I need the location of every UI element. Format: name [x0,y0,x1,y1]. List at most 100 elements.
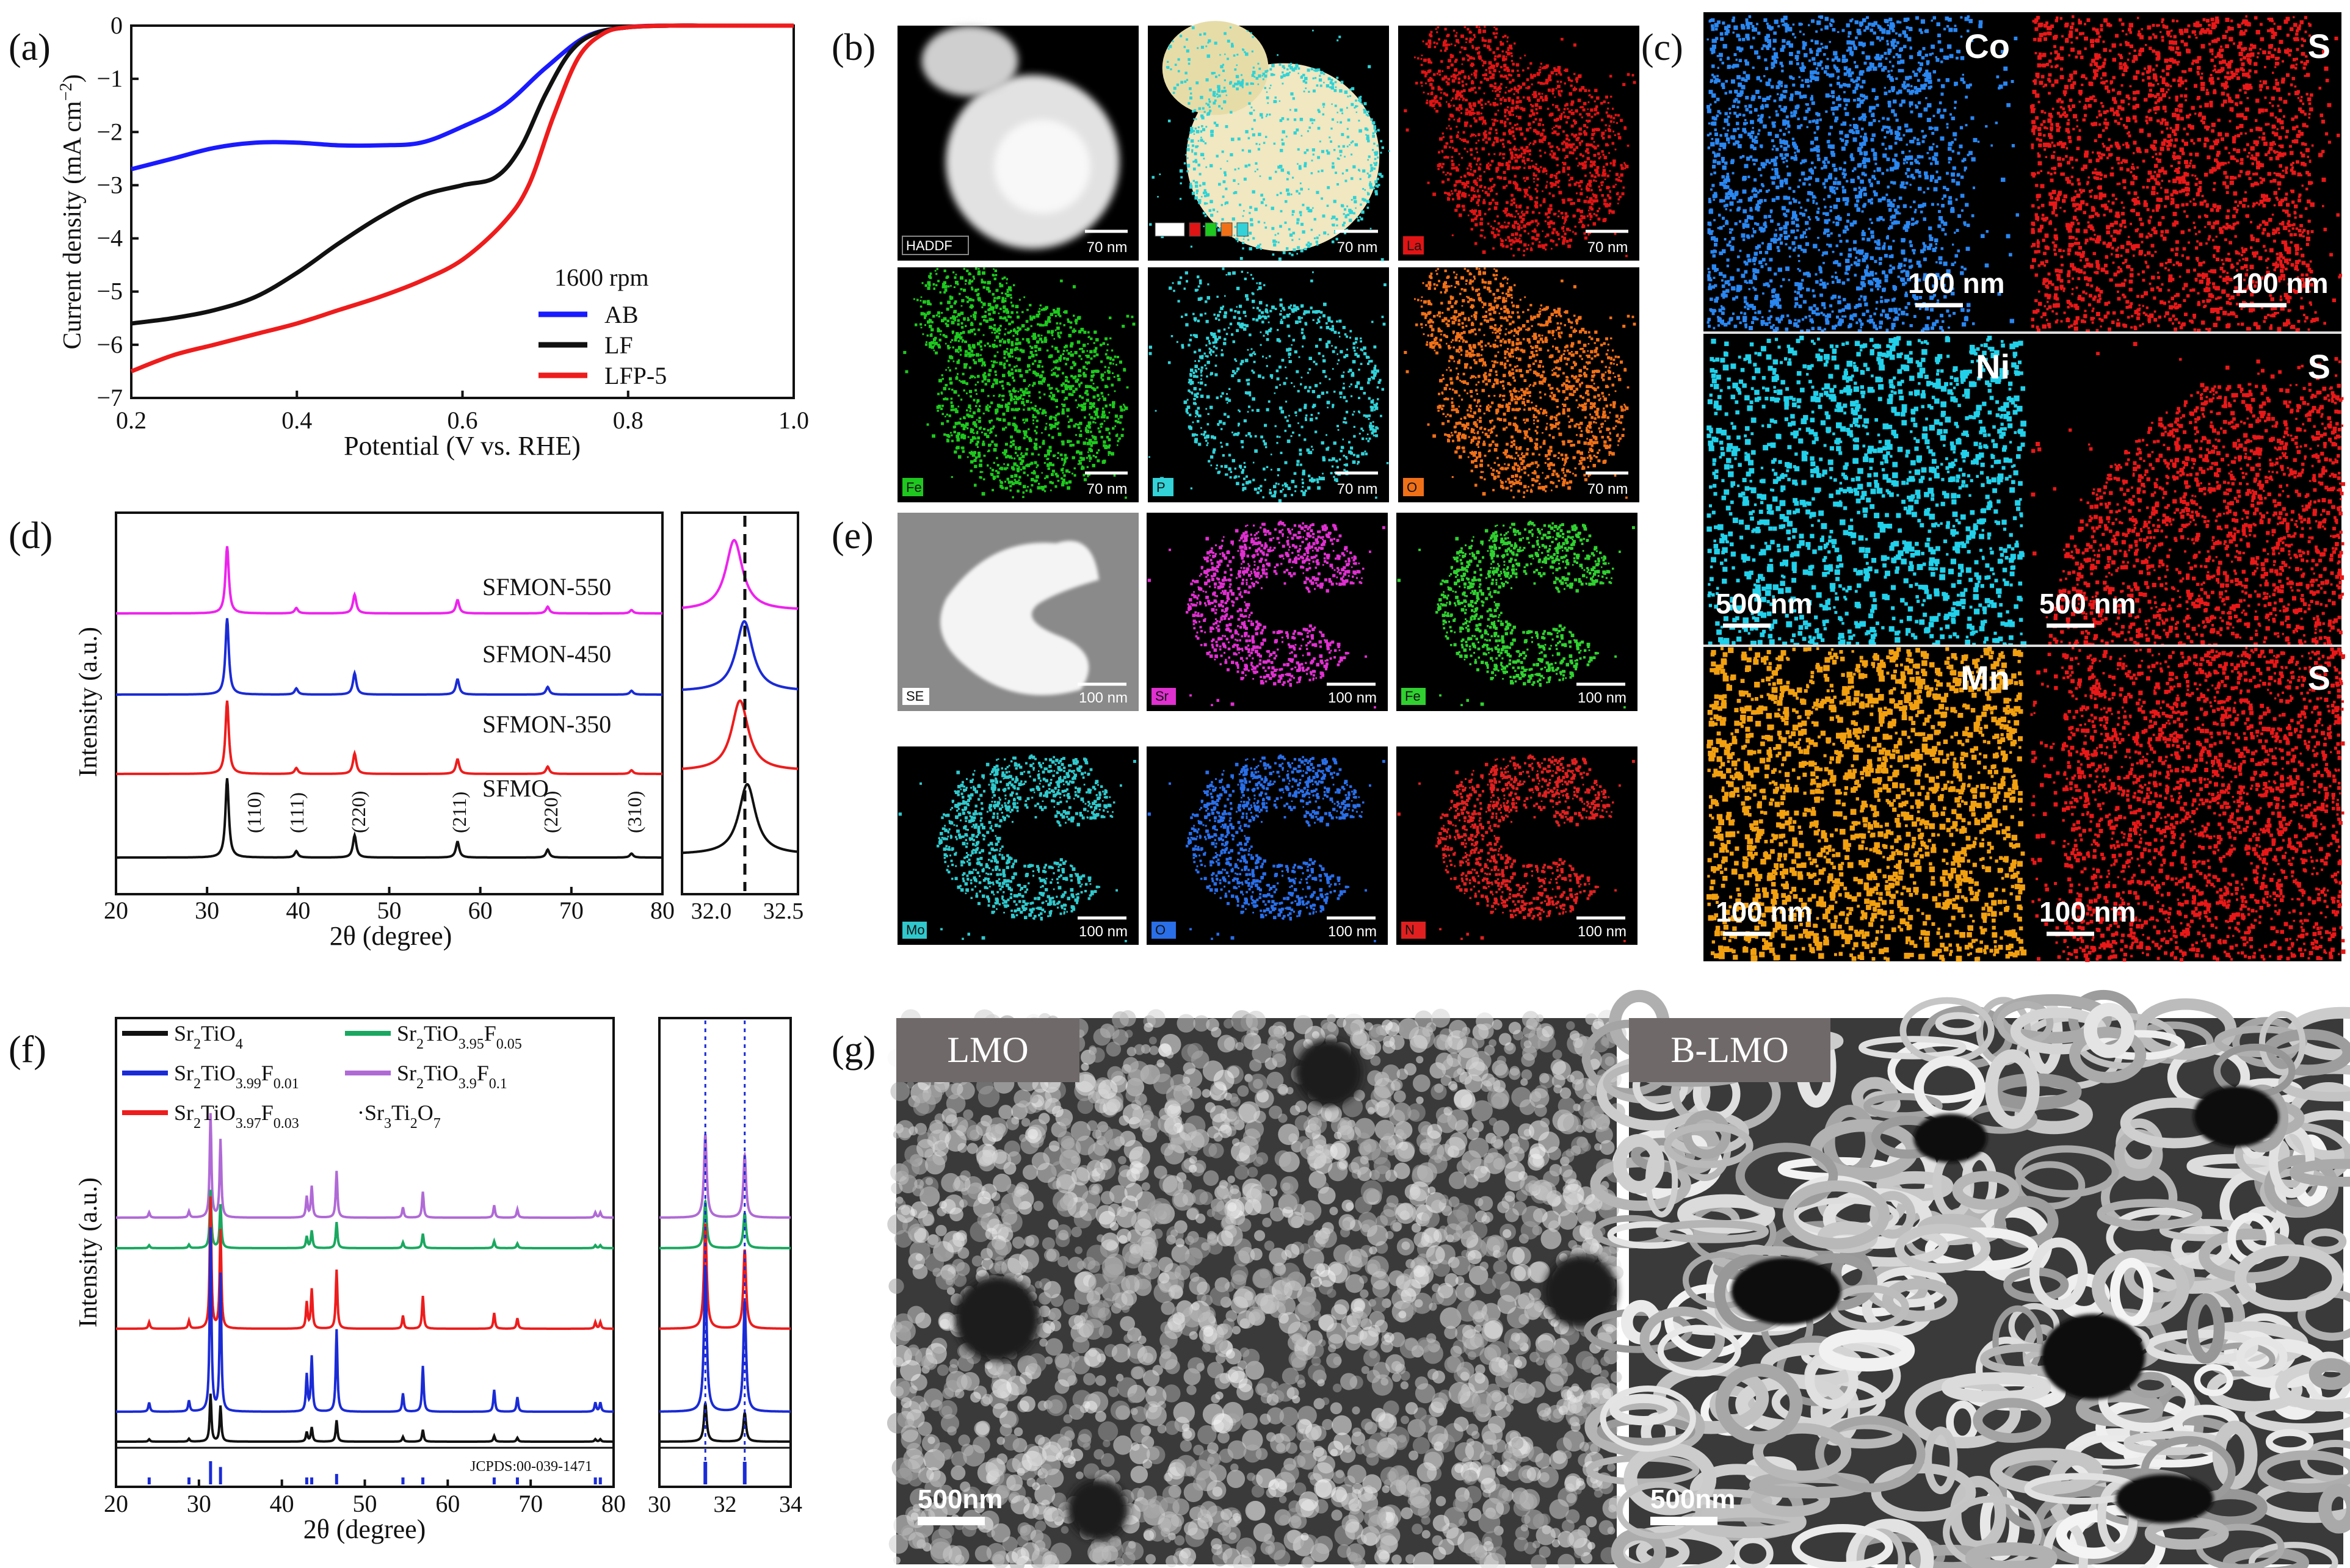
map-dot [1336,112,1338,114]
map-dot [1193,168,1196,171]
map-dot [1299,211,1302,214]
map-dot [1209,110,1211,112]
map-dot [1286,178,1289,181]
map-dot [1362,188,1364,190]
map-dot [1377,129,1380,131]
map-dot [1227,40,1230,43]
map-dot [1301,75,1303,77]
map-dot [1186,170,1189,173]
map-dot [1296,253,1298,255]
map-dot [1261,201,1264,204]
map-dot [1377,156,1379,158]
map-dot [1330,79,1333,81]
map-dot [1196,192,1198,194]
map-dot [1285,222,1287,224]
map-dot [1294,118,1296,121]
map-dot [1344,208,1346,211]
map-dot [1373,127,1376,130]
map-dot [1200,114,1203,117]
map-dot [1235,168,1236,170]
map-dot [1194,152,1197,155]
map-dot [1241,84,1243,87]
map-dot [1294,67,1297,70]
map-dot [1175,63,1177,66]
map-dot [1227,58,1229,60]
map-dot [1201,196,1202,197]
map-dot [1333,89,1336,92]
map-dot [1218,229,1220,231]
map-dot [1281,139,1283,141]
overlay-color-chip [1155,223,1184,236]
map-dot [1192,192,1195,195]
map-dot [1169,45,1172,48]
map-dot [1275,234,1277,236]
map-dot [1300,182,1302,184]
map-dot [1197,164,1200,166]
map-dot [1173,87,1177,90]
map-dot [1267,103,1269,104]
map-dot [1308,189,1309,190]
map-dot [1264,87,1266,89]
map-dot [1225,201,1228,204]
map-dot [1346,206,1348,208]
map-dot [1286,247,1288,250]
map-dot [1331,103,1332,104]
map-dot [1201,46,1204,49]
map-dot [1375,192,1378,195]
map-dot [1304,162,1307,165]
map-dot [1308,211,1310,212]
map-dot [1338,35,1341,38]
map-dot [1184,81,1186,83]
map-dot [1244,178,1247,181]
map-dot [1218,105,1220,107]
map-dot [1345,214,1347,216]
map-dot [1149,223,1151,226]
map-dot [1374,158,1377,161]
map-dot [1356,112,1357,113]
map-dot [1311,172,1313,174]
map-dot [1200,96,1203,99]
map-dot [1173,92,1175,94]
map-dot [1358,120,1360,121]
map-dot [1249,206,1252,209]
map-dot [1292,214,1294,215]
map-dot [1323,73,1325,75]
map-dot [1199,34,1202,36]
map-dot [1224,79,1226,81]
map-dot [1280,210,1283,212]
map-dot [1326,150,1329,152]
map-dot [1344,156,1346,157]
map-dot [1198,201,1201,204]
map-dot [1224,172,1226,174]
panel-a-y-tick-label: 0 [111,12,123,39]
map-dot [1311,160,1313,162]
map-dot [1357,217,1358,219]
map-dot [1283,251,1286,255]
map-dot [1263,78,1264,80]
map-dot [1360,203,1362,206]
map-dot [1282,130,1285,133]
map-dot [1332,240,1334,243]
map-dot [1221,204,1223,206]
map-dot [1250,223,1253,226]
map-dot [1372,121,1376,125]
map-dot [1368,65,1371,68]
map-dot [1213,101,1216,104]
overlay-color-chip [1205,223,1216,236]
panel-b-element-label: HADDF [906,238,952,253]
map-dot [1282,83,1283,85]
map-dot [1360,96,1362,98]
map-dot [1198,140,1200,142]
overlay-color-chip [1237,223,1248,236]
map-dot [1255,77,1258,80]
map-dot [1196,131,1199,133]
map-dot [1304,151,1307,154]
map-dot [1366,129,1369,131]
map-dot [1238,168,1239,170]
map-dot [1274,96,1276,98]
map-dot [1377,145,1379,146]
map-dot [1257,168,1258,170]
map-dot [1260,194,1263,197]
map-dot [1209,209,1211,212]
